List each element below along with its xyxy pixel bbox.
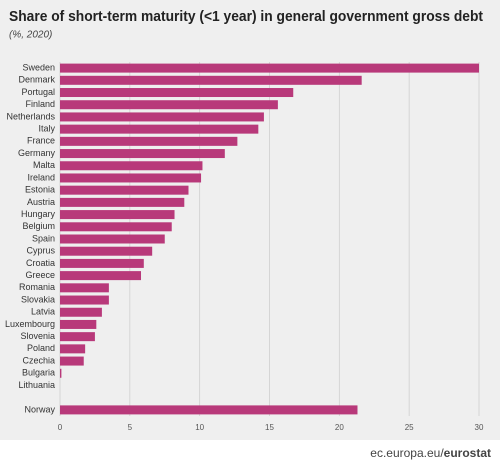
bar	[60, 100, 278, 110]
y-tick-label: Cyprus	[26, 246, 55, 256]
bar	[60, 161, 203, 171]
footer-band	[0, 440, 500, 465]
y-tick-label: Denmark	[18, 75, 55, 85]
bar	[60, 149, 225, 159]
bar	[60, 271, 142, 281]
bar	[60, 197, 185, 207]
x-tick-label: 10	[195, 423, 204, 432]
bar	[60, 258, 144, 268]
source-site: ec.europa.eu/	[370, 446, 444, 460]
bar	[60, 307, 102, 317]
y-tick-label: Italy	[38, 124, 55, 134]
y-tick-label: Portugal	[21, 87, 55, 97]
bar	[60, 246, 153, 256]
source-brand: eurostat	[444, 446, 491, 460]
y-tick-label: Poland	[27, 343, 55, 353]
x-tick-label: 20	[335, 423, 344, 432]
bar	[60, 222, 172, 232]
bar	[60, 88, 294, 98]
y-tick-label: Latvia	[31, 307, 55, 317]
y-tick-label: Austria	[27, 197, 55, 207]
bar	[60, 234, 165, 244]
y-tick-label: Spain	[32, 233, 55, 243]
bar	[60, 344, 86, 354]
y-tick-label: Slovakia	[21, 294, 55, 304]
y-tick-label: Croatia	[26, 258, 55, 268]
bar	[60, 210, 175, 220]
bar	[60, 368, 62, 378]
background	[0, 0, 500, 440]
y-tick-label: Germany	[18, 148, 56, 158]
bar	[60, 173, 202, 183]
y-tick-label: Romania	[19, 282, 55, 292]
x-tick-label: 15	[265, 423, 274, 432]
x-tick-label: 5	[128, 423, 133, 432]
bar	[60, 356, 84, 366]
y-tick-label: Luxembourg	[5, 319, 55, 329]
y-tick-label: Norway	[24, 404, 55, 414]
x-tick-label: 0	[58, 423, 63, 432]
y-tick-label: Bulgaria	[22, 368, 55, 378]
y-tick-label: Greece	[25, 270, 55, 280]
chart-subtitle: (%, 2020)	[9, 30, 52, 41]
bar	[60, 185, 189, 195]
y-tick-label: France	[27, 136, 55, 146]
y-tick-label: Finland	[25, 99, 55, 109]
bar	[60, 112, 264, 122]
bar	[60, 283, 109, 293]
bar	[60, 295, 109, 305]
y-tick-label: Lithuania	[18, 380, 55, 390]
y-tick-label: Belgium	[22, 221, 55, 231]
bar	[60, 63, 479, 73]
y-tick-label: Malta	[33, 160, 55, 170]
bar	[60, 319, 97, 329]
x-tick-label: 25	[405, 423, 414, 432]
bar	[60, 332, 95, 342]
source: ec.europa.eu/eurostat	[370, 446, 491, 460]
bar	[60, 75, 362, 85]
y-tick-label: Czechia	[22, 355, 55, 365]
y-tick-label: Estonia	[25, 185, 55, 195]
x-tick-label: 30	[475, 423, 484, 432]
y-tick-label: Slovenia	[20, 331, 55, 341]
bar	[60, 405, 358, 415]
y-tick-label: Sweden	[22, 62, 55, 72]
y-tick-label: Netherlands	[6, 111, 55, 121]
bar	[60, 124, 259, 134]
y-tick-label: Hungary	[21, 209, 56, 219]
bar	[60, 136, 238, 146]
y-tick-label: Ireland	[27, 172, 55, 182]
chart-title: Share of short-term maturity (<1 year) i…	[9, 8, 483, 25]
